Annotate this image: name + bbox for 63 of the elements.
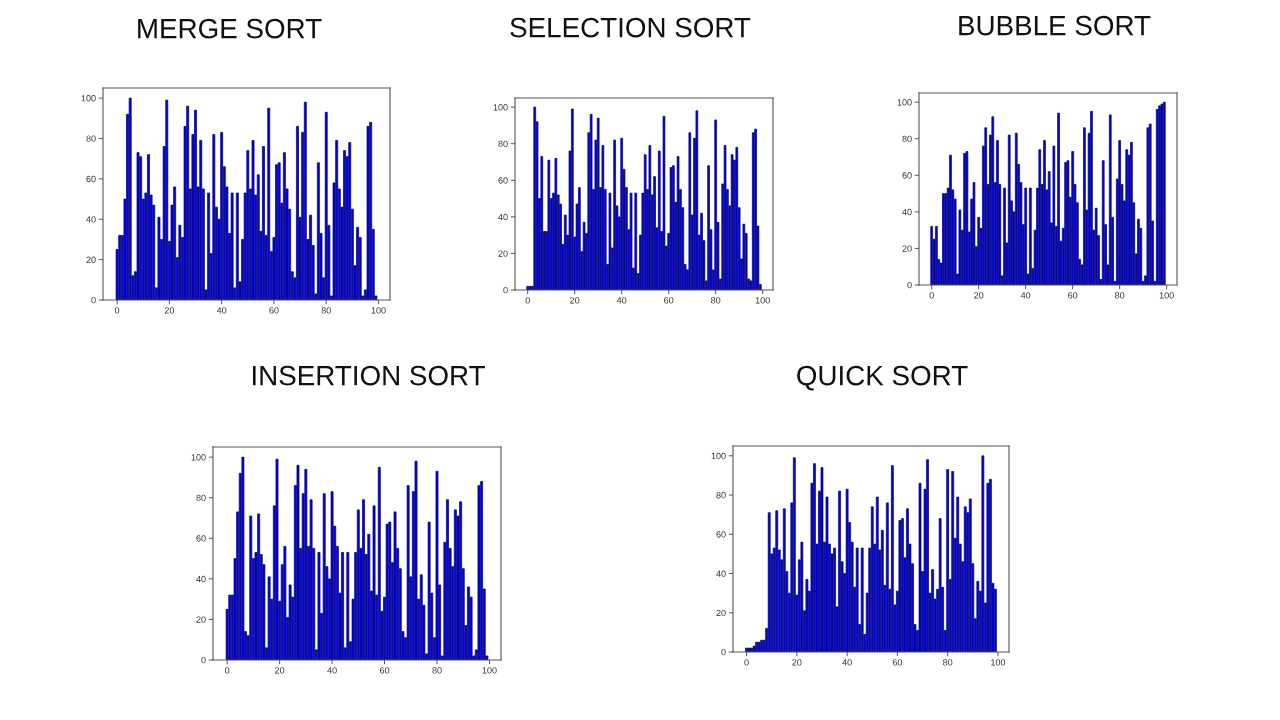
y-tick-label: 100 — [897, 99, 912, 106]
x-tick-label: 60 — [892, 659, 903, 666]
x-tick-label: 0 — [225, 667, 230, 674]
chart-title: SELECTION SORT — [510, 17, 751, 38]
x-tick-label: 40 — [216, 307, 227, 314]
y-tick-label: 20 — [86, 256, 96, 263]
x-tick-label: 80 — [711, 297, 721, 304]
y-tick-label: 100 — [81, 95, 96, 102]
x-tick-label: 60 — [269, 307, 279, 314]
y-tick-label: 40 — [86, 216, 96, 223]
y-tick-label: 100 — [191, 454, 206, 461]
chart-title: QUICK SORT — [797, 365, 968, 391]
y-tick-label: 40 — [716, 570, 726, 577]
y-tick-label: 60 — [716, 531, 726, 538]
y-tick-label: 60 — [498, 177, 508, 184]
y-tick-label: 60 — [86, 175, 96, 183]
y-tick-label: 80 — [498, 140, 508, 148]
x-tick-label: 20 — [974, 292, 984, 299]
y-tick-label: 0 — [503, 286, 508, 294]
y-tick-label: 100 — [711, 452, 726, 460]
x-tick-label: 60 — [1068, 292, 1078, 299]
x-tick-label: 80 — [1115, 292, 1125, 299]
y-tick-label: 40 — [902, 208, 912, 216]
y-tick-label: 40 — [196, 575, 206, 583]
x-tick-label: 40 — [842, 659, 852, 666]
x-tick-label: 20 — [275, 667, 285, 674]
y-tick-label: 0 — [721, 648, 726, 656]
x-tick-label: 0 — [929, 292, 934, 299]
x-tick-label: 80 — [943, 659, 953, 666]
y-tick-label: 20 — [716, 609, 726, 617]
y-tick-label: 60 — [196, 535, 206, 542]
x-tick-label: 80 — [432, 667, 442, 674]
x-tick-label: 100 — [1159, 292, 1174, 299]
y-tick-label: 20 — [196, 616, 206, 623]
x-tick-label: 0 — [525, 297, 530, 304]
x-tick-label: 20 — [792, 659, 802, 666]
chart-title: INSERTION SORT — [252, 365, 485, 386]
x-tick-label: 100 — [991, 659, 1006, 666]
y-tick-label: 0 — [907, 281, 912, 289]
y-tick-label: 20 — [902, 245, 912, 252]
y-tick-label: 100 — [493, 104, 508, 111]
x-tick-label: 60 — [664, 297, 674, 304]
y-tick-label: 80 — [86, 135, 96, 142]
x-tick-label: 100 — [482, 667, 497, 674]
y-tick-label: 20 — [498, 250, 508, 257]
x-tick-label: 0 — [744, 659, 749, 666]
x-tick-label: 20 — [570, 297, 580, 304]
x-tick-label: 40 — [327, 667, 337, 674]
x-tick-label: 100 — [755, 297, 770, 304]
x-tick-label: 40 — [1020, 292, 1031, 299]
y-tick-label: 60 — [902, 172, 912, 179]
x-tick-label: 0 — [114, 307, 120, 314]
chart-title: BUBBLE SORT — [959, 15, 1151, 36]
x-tick-label: 100 — [371, 307, 386, 314]
y-tick-label: 80 — [716, 492, 726, 499]
x-tick-label: 80 — [321, 307, 331, 314]
y-tick-label: 40 — [498, 213, 508, 221]
chart-title: MERGE SORT — [138, 18, 322, 39]
y-tick-label: 80 — [196, 494, 206, 502]
x-tick-label: 40 — [616, 297, 627, 304]
x-tick-label: 60 — [379, 667, 390, 674]
x-tick-label: 20 — [164, 307, 175, 314]
y-tick-label: 80 — [902, 135, 912, 143]
